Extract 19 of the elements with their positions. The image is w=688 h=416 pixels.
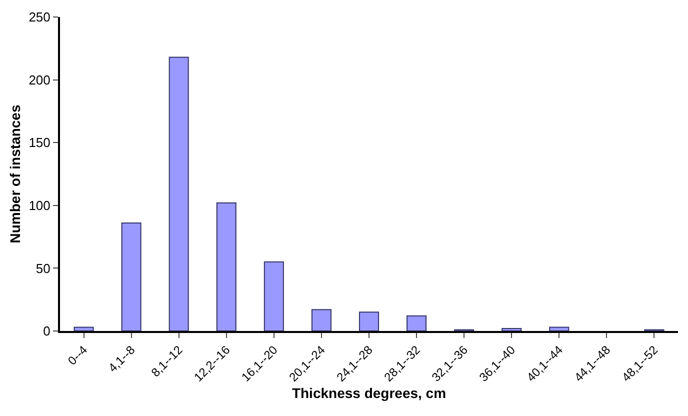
y-axis-title: Number of instances bbox=[6, 104, 23, 244]
bar bbox=[502, 328, 522, 331]
x-axis-title: Thickness degrees, cm bbox=[292, 385, 446, 402]
bar bbox=[311, 309, 332, 331]
bar bbox=[121, 222, 142, 331]
bar bbox=[358, 312, 380, 331]
y-tick-label: 250 bbox=[28, 10, 50, 25]
bar bbox=[406, 315, 427, 331]
x-tick-label: 0--4 bbox=[65, 342, 90, 368]
y-tick-label: 150 bbox=[28, 135, 50, 150]
bar bbox=[216, 202, 236, 331]
bar bbox=[549, 326, 570, 331]
bar bbox=[168, 56, 189, 331]
y-tick-label: 0 bbox=[43, 324, 50, 339]
y-tick-label: 50 bbox=[36, 260, 50, 276]
y-tick-label: 100 bbox=[28, 198, 50, 213]
bar bbox=[74, 326, 94, 331]
bar bbox=[264, 261, 284, 331]
y-tick-label: 200 bbox=[28, 72, 50, 88]
